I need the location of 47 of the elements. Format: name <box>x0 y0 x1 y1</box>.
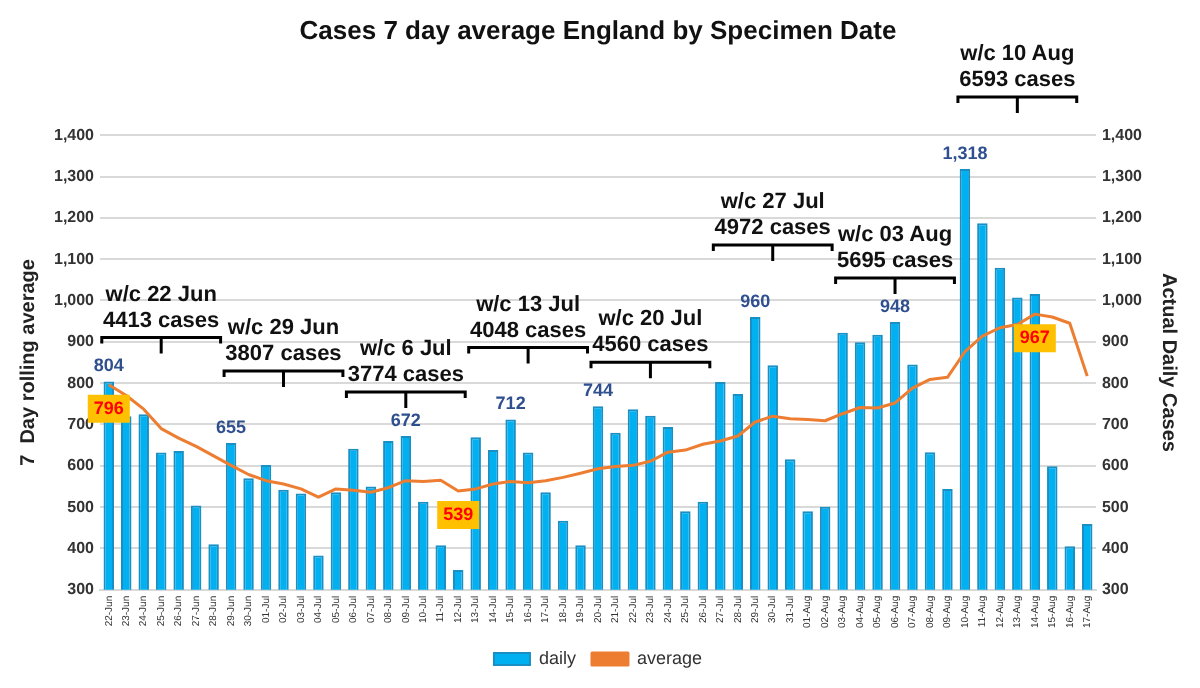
y-axis-title: 7 Day rolling average <box>17 258 40 466</box>
y2-tick-label: 900 <box>1101 332 1130 351</box>
y2-tick-label: 400 <box>1101 538 1130 557</box>
text: w/c 10 Aug 6593 cases <box>958 42 1076 93</box>
y-tick-label: 500 <box>67 497 96 516</box>
y-tick-label: 1,200 <box>53 208 96 227</box>
y2-axis-title: Actual Daily Cases <box>1156 272 1179 453</box>
y2-tick-label: 300 <box>1101 580 1130 599</box>
annotation: w/c 6 Jul 3774 cases <box>347 337 464 388</box>
y2-tick-label: 1,300 <box>1101 166 1144 185</box>
y2-tick-label: 1,000 <box>1101 290 1144 309</box>
annotation: w/c 27 Jul 4972 cases <box>714 190 831 241</box>
y-tick-label: 1,100 <box>53 249 96 268</box>
annotation: w/c 29 Jun 3807 cases <box>225 316 342 367</box>
legend-label: average <box>636 647 703 668</box>
annotation: w/c 13 Jul 4048 cases <box>469 292 587 343</box>
y-tick-label: 600 <box>67 456 96 475</box>
y2-tick-label: 800 <box>1101 373 1130 392</box>
y2-tick-label: 1,100 <box>1101 249 1144 268</box>
y-tick-label: 1,400 <box>53 125 96 144</box>
chart-title: Cases 7 day average England by Specimen Date <box>299 14 897 45</box>
data-label: 539 <box>443 503 474 524</box>
data-label: 804 <box>93 355 124 376</box>
annotation: w/c 20 Jul 4560 cases <box>592 307 709 358</box>
y-tick-label: 300 <box>67 580 96 599</box>
y2-tick-label: 700 <box>1101 414 1130 433</box>
y2-tick-label: 1,400 <box>1101 125 1144 144</box>
data-label: 796 <box>93 397 124 418</box>
data-label: 1,318 <box>942 143 988 164</box>
y2-tick-label: 600 <box>1101 456 1130 475</box>
data-label: 655 <box>216 417 247 438</box>
y-tick-label: 1,300 <box>53 166 96 185</box>
y2-tick-label: 1,200 <box>1101 208 1144 227</box>
y-tick-label: 400 <box>67 538 96 557</box>
data-label: 948 <box>880 295 911 316</box>
data-label: 967 <box>1019 327 1050 348</box>
annotation: w/c 03 Aug 5695 cases <box>835 223 954 274</box>
data-label: 960 <box>740 290 771 311</box>
y-tick-label: 1,000 <box>53 290 96 309</box>
legend-label: daily <box>538 647 577 668</box>
y2-tick-label: 500 <box>1101 497 1130 516</box>
data-label: 672 <box>390 410 421 430</box>
y-tick-label: 800 <box>67 373 96 392</box>
data-label: 712 <box>495 393 526 414</box>
y-tick-label: 900 <box>67 332 96 351</box>
annotation: w/c 22 Jun 4413 cases <box>103 282 220 333</box>
data-label: 744 <box>582 380 614 401</box>
